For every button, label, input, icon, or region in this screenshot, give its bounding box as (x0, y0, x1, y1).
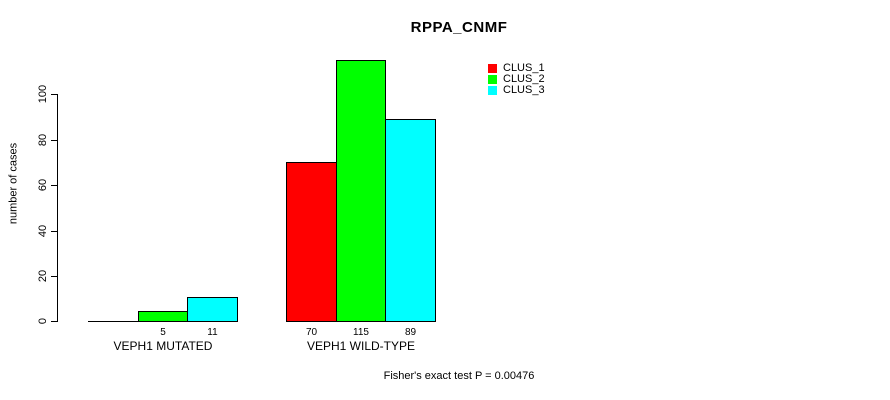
legend-row: CLUS_3 (488, 85, 545, 96)
y-axis-tick-label: 60 (37, 178, 49, 192)
chart-title: RPPA_CNMF (410, 19, 508, 36)
annotation-text: Fisher's exact test P = 0.00476 (383, 370, 535, 382)
y-axis-tick-label: 100 (37, 84, 49, 104)
legend-swatch-icon (488, 75, 497, 84)
y-axis-label: number of cases (7, 142, 20, 225)
legend-swatch-icon (488, 86, 497, 95)
x-category-label: VEPH1 WILD-TYPE (306, 339, 416, 353)
bar-value-label: 5 (160, 327, 166, 338)
bar-CLUS_3 (187, 297, 238, 322)
y-axis-tick (51, 185, 57, 186)
bar-CLUS_2 (336, 60, 386, 322)
legend-row: CLUS_1 (488, 63, 545, 74)
bar-value-label: 70 (305, 327, 318, 338)
y-axis-tick-label: 20 (37, 269, 49, 283)
x-category-label: VEPH1 MUTATED (113, 339, 213, 353)
legend-swatch-icon (488, 64, 497, 73)
legend-row: CLUS_2 (488, 74, 545, 85)
y-axis-tick (51, 94, 57, 95)
legend-label: CLUS_2 (503, 73, 545, 85)
legend: CLUS_1 CLUS_2 CLUS_3 (488, 63, 545, 96)
bar-value-label: 11 (207, 327, 218, 338)
y-axis-tick-label: 80 (37, 133, 49, 147)
y-axis-tick (51, 321, 57, 322)
bar-value-label: 115 (353, 327, 369, 338)
bar-CLUS_1 (88, 321, 139, 322)
y-axis-tick (51, 276, 57, 277)
y-axis-tick-label: 0 (37, 317, 49, 325)
legend-label: CLUS_1 (503, 62, 545, 74)
y-axis-tick-label: 40 (37, 224, 49, 238)
y-axis-line (57, 94, 58, 322)
bar-CLUS_2 (138, 311, 188, 322)
bar-CLUS_3 (385, 119, 436, 322)
y-axis-tick (51, 231, 57, 232)
legend-label: CLUS_3 (503, 84, 545, 96)
y-axis-tick (51, 140, 57, 141)
bar-CLUS_1 (286, 162, 337, 322)
bar-value-label: 89 (404, 327, 417, 338)
